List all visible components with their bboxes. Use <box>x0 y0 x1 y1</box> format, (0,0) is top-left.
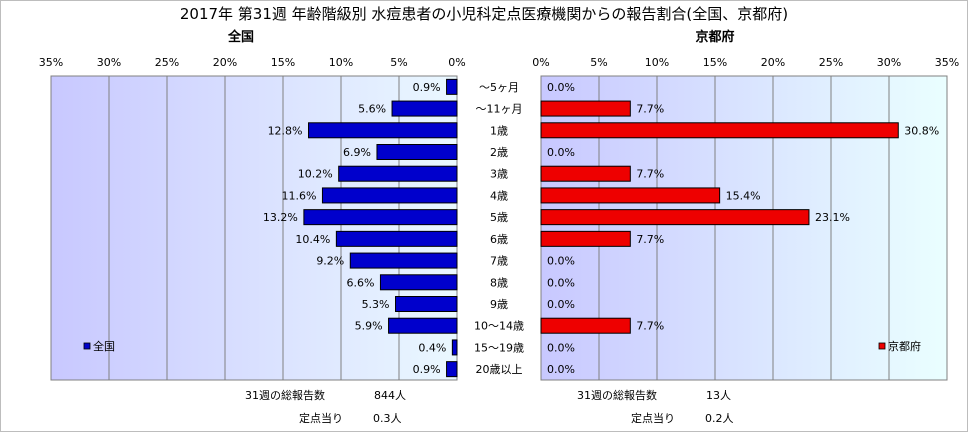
data-label-national: 5.9% <box>355 320 383 333</box>
bar-national <box>308 122 458 139</box>
data-label-national: 5.3% <box>362 298 390 311</box>
data-label-kyoto: 0.0% <box>547 363 575 376</box>
legend-label-national: 全国 <box>93 339 115 353</box>
data-label-national: 10.2% <box>298 168 333 181</box>
left-panel-title: 全国 <box>227 29 254 45</box>
bar-national <box>338 165 458 182</box>
data-label-kyoto: 7.7% <box>636 233 664 246</box>
category-label: 10～14歳 <box>474 320 524 333</box>
data-label-national: 0.4% <box>418 341 446 354</box>
legend-label-kyoto: 京都府 <box>888 339 921 353</box>
data-label-national: 6.6% <box>346 276 374 289</box>
category-label: ～5ヶ月 <box>479 81 519 94</box>
bar-kyoto <box>540 100 631 117</box>
data-label-national: 10.4% <box>295 233 330 246</box>
category-label: 4歳 <box>490 189 508 202</box>
bar-national <box>349 252 458 269</box>
bar-national <box>321 187 458 204</box>
data-label-national: 0.9% <box>413 81 441 94</box>
data-label-national: 0.9% <box>413 363 441 376</box>
right-tick-label: 5% <box>590 56 607 69</box>
left-tick-label: 5% <box>390 56 407 69</box>
category-label: 3歳 <box>490 168 508 181</box>
legend-swatch-national <box>83 342 91 350</box>
kyoto-per-value: 0.2人 <box>705 412 734 425</box>
right-plot-area <box>540 75 948 381</box>
right-panel-title: 京都府 <box>695 29 734 45</box>
data-label-kyoto: 7.7% <box>636 168 664 181</box>
national-per-value: 0.3人 <box>373 412 402 425</box>
category-label: 6歳 <box>490 233 508 246</box>
left-tick-label: 25% <box>155 56 179 69</box>
left-tick-label: 30% <box>97 56 121 69</box>
data-label-national: 13.2% <box>263 211 298 224</box>
bar-kyoto <box>540 165 631 182</box>
data-label-kyoto: 23.1% <box>815 211 850 224</box>
data-label-kyoto: 0.0% <box>547 341 575 354</box>
kyoto-total-label: 31週の総報告数 <box>577 388 657 402</box>
data-label-kyoto: 7.7% <box>636 103 664 116</box>
bar-kyoto <box>540 187 721 204</box>
data-label-kyoto: 7.7% <box>636 320 664 333</box>
category-label: 5歳 <box>490 211 508 224</box>
bar-national <box>446 78 458 95</box>
chart-layer: 0% 0% 5% 5% 10% 10% 15% 15% 20% 20% 25% 25% 30% 30% 35… <box>39 56 959 425</box>
bar-kyoto <box>540 230 631 247</box>
bar-national <box>388 317 458 334</box>
right-tick-label: 25% <box>819 56 843 69</box>
right-tick-label: 15% <box>703 56 727 69</box>
bar-national <box>303 209 458 226</box>
right-tick-label: 30% <box>877 56 901 69</box>
data-label-kyoto: 0.0% <box>547 276 575 289</box>
kyoto-total-value: 13人 <box>706 389 731 402</box>
bar-national <box>376 144 458 160</box>
data-label-kyoto: 0.0% <box>547 298 575 311</box>
bar-kyoto <box>540 317 631 334</box>
bar-national <box>379 274 458 291</box>
bar-national <box>395 296 458 312</box>
category-label: 15～19歳 <box>474 341 524 354</box>
data-label-kyoto: 15.4% <box>726 189 761 202</box>
left-tick-label: 20% <box>213 56 237 69</box>
category-label: ～11ヶ月 <box>476 103 523 116</box>
bar-national <box>451 339 458 356</box>
right-tick-label: 10% <box>645 56 669 69</box>
data-label-national: 12.8% <box>268 124 303 137</box>
national-total-value: 844人 <box>374 389 406 402</box>
kyoto-per-label: 定点当り <box>631 411 675 425</box>
data-label-national: 5.6% <box>358 103 386 116</box>
category-label: 8歳 <box>490 276 508 289</box>
left-tick-label: 0% <box>448 56 465 69</box>
bar-national <box>335 230 458 247</box>
data-label-kyoto: 0.0% <box>547 81 575 94</box>
data-label-national: 6.9% <box>343 146 371 159</box>
category-label: 9歳 <box>490 298 508 311</box>
right-tick-label: 35% <box>935 56 959 69</box>
category-label: 7歳 <box>490 255 508 268</box>
data-label-national: 9.2% <box>316 255 344 268</box>
category-label: 20歳以上 <box>476 363 523 376</box>
chart-title: 2017年 第31週 年齢階級別 水痘患者の小児科定点医療機関からの報告割合(全… <box>180 5 788 23</box>
bar-national <box>446 361 458 378</box>
bar-kyoto <box>540 209 810 226</box>
national-total-label: 31週の総報告数 <box>245 388 325 402</box>
data-label-kyoto: 0.0% <box>547 255 575 268</box>
left-plot-area <box>50 75 458 381</box>
data-label-kyoto: 0.0% <box>547 146 575 159</box>
bar-national <box>391 100 458 117</box>
legend-swatch-kyoto <box>878 342 886 350</box>
left-tick-label: 35% <box>39 56 63 69</box>
national-per-label: 定点当り <box>299 411 343 425</box>
data-label-national: 11.6% <box>281 189 316 202</box>
bar-kyoto <box>540 122 899 139</box>
left-tick-label: 15% <box>271 56 295 69</box>
data-label-kyoto: 30.8% <box>904 124 939 137</box>
category-label: 1歳 <box>490 124 508 137</box>
category-label: 2歳 <box>490 146 508 159</box>
right-tick-label: 20% <box>761 56 785 69</box>
right-tick-label: 0% <box>532 56 549 69</box>
left-tick-label: 10% <box>329 56 353 69</box>
